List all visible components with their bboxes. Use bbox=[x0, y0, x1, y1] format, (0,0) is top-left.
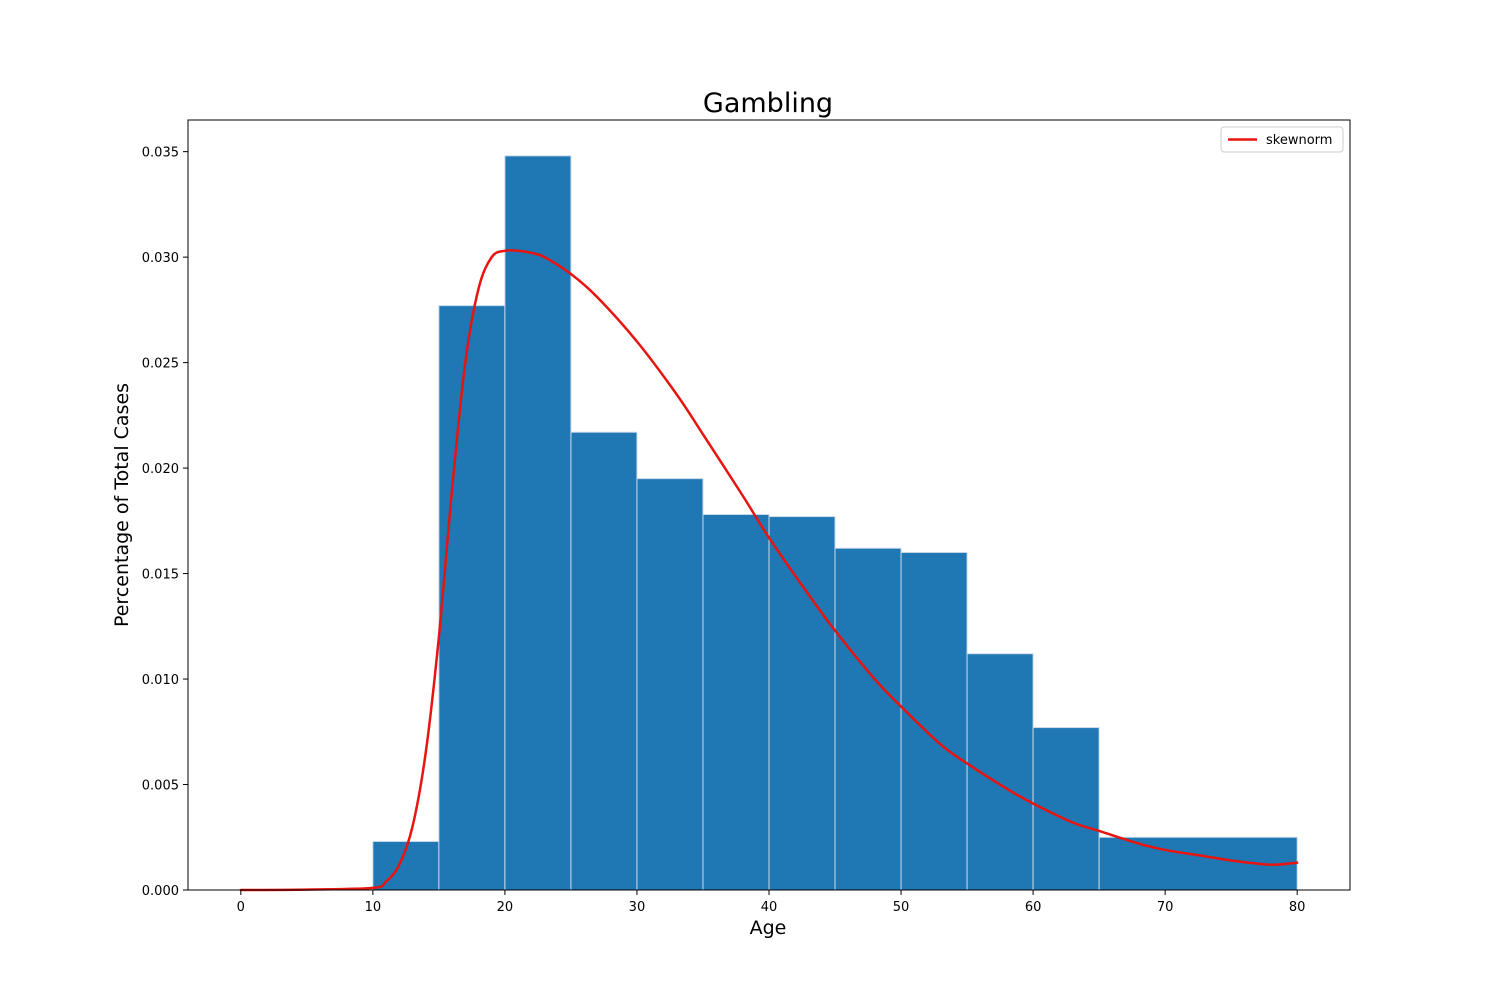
y-tick-label: 0.000 bbox=[142, 884, 179, 899]
y-tick-label: 0.005 bbox=[142, 779, 179, 794]
x-axis-title: Age bbox=[750, 917, 787, 939]
x-axis-ticks: 0 10 20 30 40 50 60 70 80 bbox=[237, 890, 1306, 915]
legend-label-skewnorm: skewnorm bbox=[1266, 133, 1332, 148]
histogram-bars bbox=[372, 155, 1298, 891]
y-tick-label: 0.010 bbox=[142, 673, 179, 688]
y-axis-ticks: 0.000 0.005 0.010 0.015 0.020 0.025 0.030 0.035 bbox=[142, 146, 188, 899]
x-tick-label: 60 bbox=[1025, 900, 1042, 915]
x-tick-label: 0 bbox=[237, 900, 245, 915]
x-tick-label: 20 bbox=[497, 900, 514, 915]
histogram-bar-6 bbox=[702, 513, 770, 891]
x-tick-label: 30 bbox=[629, 900, 646, 915]
legend: skewnorm bbox=[1220, 126, 1344, 153]
histogram-bar-10 bbox=[966, 653, 1034, 891]
histogram-bar-7 bbox=[768, 516, 836, 891]
y-tick-label: 0.035 bbox=[142, 146, 179, 161]
x-tick-label: 50 bbox=[893, 900, 910, 915]
x-tick-label: 70 bbox=[1157, 900, 1174, 915]
histogram-bar-9 bbox=[900, 551, 968, 891]
histogram-bar-4 bbox=[570, 431, 638, 891]
histogram-bar-3 bbox=[504, 155, 572, 891]
y-tick-label: 0.025 bbox=[142, 357, 179, 372]
legend-box bbox=[1220, 126, 1344, 153]
y-tick-label: 0.015 bbox=[142, 568, 179, 583]
x-tick-label: 80 bbox=[1289, 900, 1306, 915]
fit-curve-layer bbox=[239, 248, 1299, 892]
skewnorm-curve bbox=[239, 248, 1299, 892]
x-tick-label: 10 bbox=[365, 900, 382, 915]
x-tick-label: 40 bbox=[761, 900, 778, 915]
chart-title: Gambling bbox=[703, 88, 833, 119]
histogram-bar-2 bbox=[438, 305, 506, 891]
y-tick-label: 0.020 bbox=[142, 462, 179, 477]
y-axis-title: Percentage of Total Cases bbox=[111, 383, 133, 627]
histogram-bar-8 bbox=[834, 547, 902, 891]
histogram-bar-5 bbox=[636, 478, 704, 891]
y-tick-label: 0.030 bbox=[142, 251, 179, 266]
